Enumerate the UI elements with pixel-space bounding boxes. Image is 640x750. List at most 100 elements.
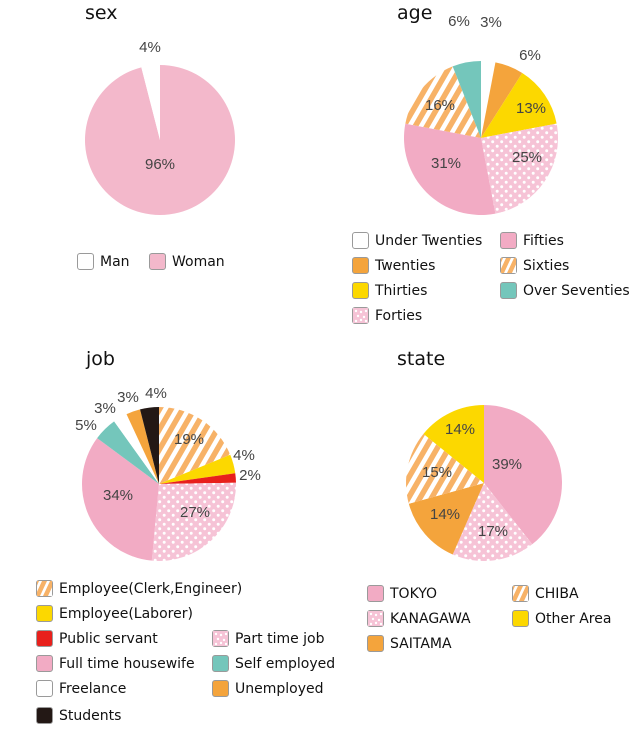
legend-swatch xyxy=(36,707,53,724)
legend-swatch xyxy=(352,232,369,249)
job-legend-item: Full time housewife xyxy=(36,655,195,672)
age-legend-item: Twenties xyxy=(352,257,435,274)
legend-swatch xyxy=(77,253,94,270)
state-slice-saitama xyxy=(408,483,484,555)
sex-slice-label: 4% xyxy=(139,39,161,56)
legend-swatch xyxy=(367,585,384,602)
legend-label: TOKYO xyxy=(390,585,438,602)
legend-label: SAITAMA xyxy=(390,635,452,652)
job-slice-label: 4% xyxy=(145,385,167,402)
age-slice-twenties xyxy=(481,62,523,139)
job-legend-item: Part time job xyxy=(212,630,325,647)
sex-chart-title: sex xyxy=(85,2,118,24)
legend-label: Students xyxy=(59,707,122,724)
age-slice-label: 6% xyxy=(519,47,541,64)
legend-label: Employee(Clerk,Engineer) xyxy=(59,580,243,597)
state-slice-other-area xyxy=(423,405,484,483)
age-slice-thirties xyxy=(481,72,557,138)
legend-label: Woman xyxy=(172,253,225,270)
age-slice-label: 6% xyxy=(448,13,470,30)
age-legend-item: Over Seventies xyxy=(500,282,630,299)
state-slice-label: 14% xyxy=(445,421,475,438)
legend-swatch xyxy=(512,610,529,627)
sex-slice-man xyxy=(141,65,160,140)
legend-label: Sixties xyxy=(523,257,570,274)
legend-label: Thirties xyxy=(375,282,428,299)
legend-label: Employee(Laborer) xyxy=(59,605,193,622)
age-slice-label: 25% xyxy=(512,149,542,166)
state-legend-item: Other Area xyxy=(512,610,611,627)
job-slice-label: 3% xyxy=(94,400,116,417)
legend-label: Twenties xyxy=(375,257,436,274)
sex-legend-item: Man xyxy=(77,253,130,270)
legend-swatch xyxy=(36,580,53,597)
legend-swatch xyxy=(367,610,384,627)
age-slice-under-twenties xyxy=(481,61,496,138)
age-slice-forties xyxy=(481,123,558,214)
job-slice-public-servant xyxy=(159,473,236,484)
job-slice-freelance xyxy=(114,414,159,484)
job-slice-label: 5% xyxy=(75,417,97,434)
sex-legend-item: Woman xyxy=(149,253,225,270)
age-slice-label: 31% xyxy=(431,155,461,172)
legend-swatch xyxy=(367,635,384,652)
age-slice-sixties xyxy=(405,66,481,138)
legend-swatch xyxy=(36,630,53,647)
state-slice-chiba xyxy=(406,433,484,504)
state-slice-label: 17% xyxy=(478,523,508,540)
job-chart-title: job xyxy=(86,348,115,370)
job-slice-employee-laborer xyxy=(159,454,236,484)
job-slice-label: 3% xyxy=(117,389,139,406)
legend-label: Forties xyxy=(375,307,423,324)
state-legend-item: KANAGAWA xyxy=(367,610,471,627)
sex-slice-label: 96% xyxy=(145,156,175,173)
age-legend-item: Forties xyxy=(352,307,422,324)
legend-swatch xyxy=(500,257,517,274)
legend-label: CHIBA xyxy=(535,585,579,602)
legend-swatch xyxy=(352,257,369,274)
legend-swatch xyxy=(36,655,53,672)
legend-swatch xyxy=(36,680,53,697)
legend-label: Unemployed xyxy=(235,680,324,697)
job-slice-label: 34% xyxy=(103,487,133,504)
job-slice-label: 2% xyxy=(239,467,261,484)
state-legend-item: CHIBA xyxy=(512,585,579,602)
state-slice-kanagawa xyxy=(452,483,533,561)
legend-swatch xyxy=(352,307,369,324)
legend-swatch xyxy=(512,585,529,602)
state-slice-label: 15% xyxy=(422,464,452,481)
age-slice-label: 3% xyxy=(480,14,502,31)
job-slice-label: 4% xyxy=(233,447,255,464)
job-legend-item: Unemployed xyxy=(212,680,324,697)
legend-swatch xyxy=(500,282,517,299)
legend-label: Public servant xyxy=(59,630,158,647)
job-legend-item: Public servant xyxy=(36,630,158,647)
job-slice-part-time-job xyxy=(151,482,237,561)
state-slice-label: 14% xyxy=(430,506,460,523)
job-slice-unemployed xyxy=(126,409,159,484)
age-legend-item: Fifties xyxy=(500,232,564,249)
legend-label: KANAGAWA xyxy=(390,610,471,627)
legend-label: Self employed xyxy=(235,655,336,672)
legend-label: Full time housewife xyxy=(59,655,195,672)
age-slice-label: 13% xyxy=(516,100,546,117)
legend-swatch xyxy=(212,630,229,647)
age-legend-item: Sixties xyxy=(500,257,569,274)
job-slice-label: 27% xyxy=(180,504,210,521)
state-legend-item: SAITAMA xyxy=(367,635,452,652)
job-slice-self-employed xyxy=(97,421,159,484)
age-legend-item: Thirties xyxy=(352,282,427,299)
job-legend-item: Self employed xyxy=(212,655,335,672)
legend-swatch xyxy=(352,282,369,299)
state-slice-tokyo xyxy=(484,405,562,545)
legend-label: Part time job xyxy=(235,630,325,647)
job-legend-item: Students xyxy=(36,707,121,724)
legend-label: Freelance xyxy=(59,680,127,697)
sex-slice-woman xyxy=(84,65,235,215)
job-slice-students xyxy=(140,407,159,484)
legend-label: Over Seventies xyxy=(523,282,630,299)
legend-swatch xyxy=(36,605,53,622)
legend-swatch xyxy=(212,655,229,672)
age-chart-title: age xyxy=(397,2,433,24)
legend-label: Under Twenties xyxy=(375,232,483,249)
